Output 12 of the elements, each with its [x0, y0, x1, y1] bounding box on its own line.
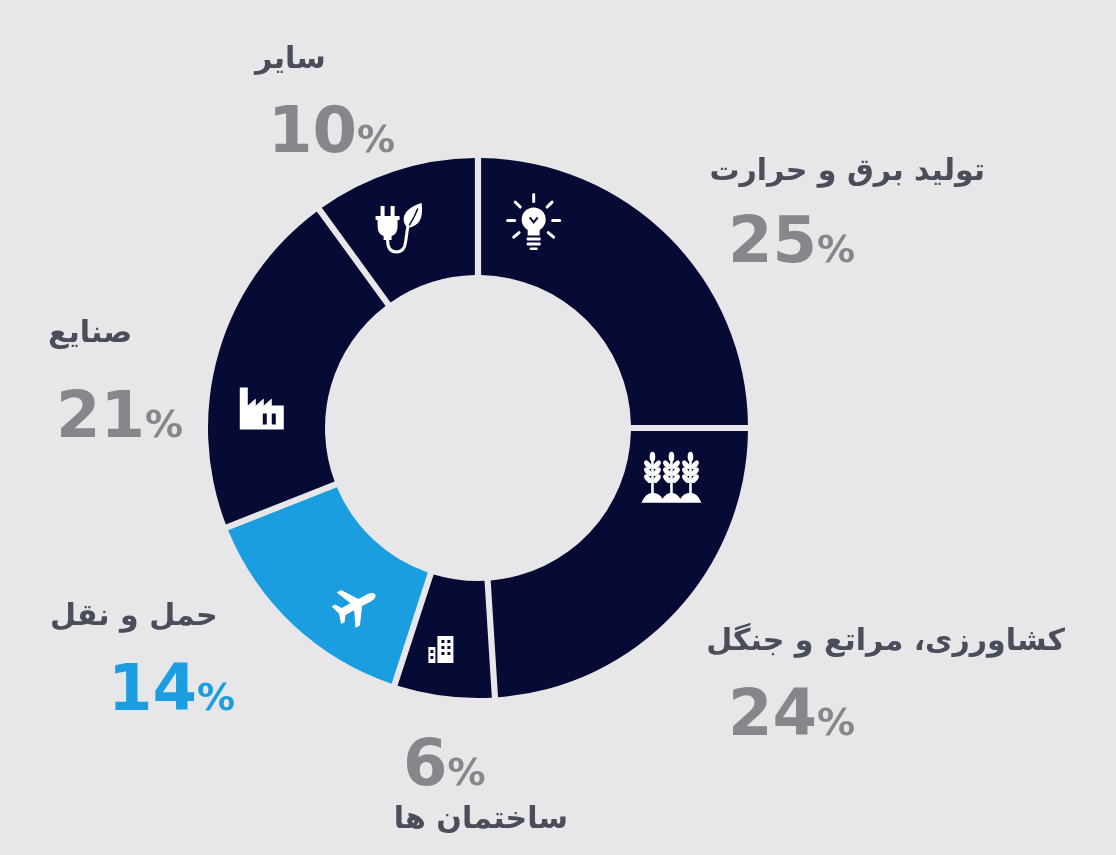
- data-label: 24%: [728, 676, 856, 750]
- slice-label: صنایع: [48, 314, 133, 349]
- slice-label: کشاورزی، مراتع و جنگل: [706, 622, 1066, 658]
- data-label: 6%: [403, 726, 486, 800]
- data-label: 10%: [268, 93, 396, 167]
- slice-label: تولید برق و حرارت: [709, 152, 985, 188]
- slice-label: سایر: [253, 40, 326, 75]
- data-label: 25%: [728, 203, 856, 277]
- data-label: 14%: [108, 651, 236, 725]
- slice-label: حمل و نقل: [50, 597, 218, 633]
- data-label: 21%: [56, 378, 184, 452]
- slice-label: ساختمان ها: [393, 800, 568, 835]
